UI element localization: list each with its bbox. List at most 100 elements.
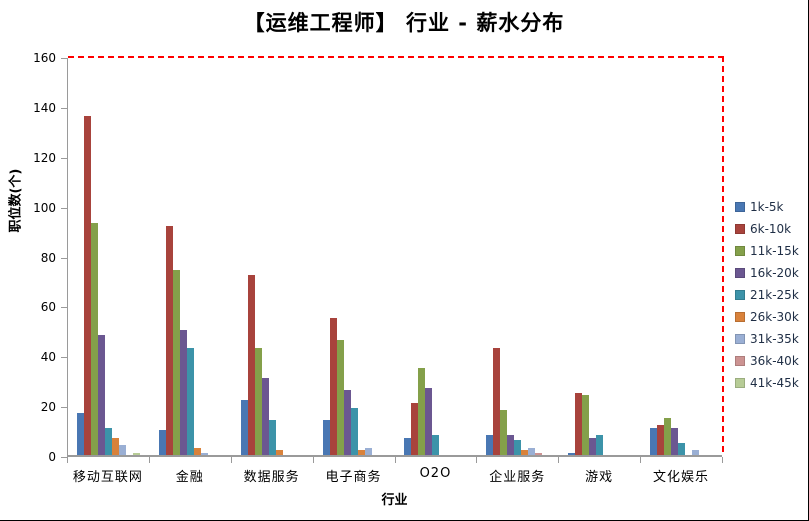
bar bbox=[166, 225, 174, 455]
x-axis-tick bbox=[476, 457, 478, 463]
y-axis-tick-label: 80 bbox=[40, 250, 56, 265]
legend-item: 26k-30k bbox=[735, 306, 799, 328]
legend-label: 41k-45k bbox=[750, 376, 799, 390]
legend-label: 26k-30k bbox=[750, 310, 799, 324]
bar bbox=[194, 447, 202, 455]
bar bbox=[656, 425, 664, 455]
legend-item: 36k-40k bbox=[735, 350, 799, 372]
bar bbox=[357, 450, 365, 455]
bar-group bbox=[477, 58, 559, 455]
bar bbox=[133, 452, 141, 455]
bar bbox=[581, 395, 589, 455]
x-axis-label: 数据服务 bbox=[243, 470, 300, 485]
bar-group bbox=[150, 58, 232, 455]
legend-swatch bbox=[735, 246, 745, 256]
bar bbox=[567, 452, 575, 455]
legend-swatch bbox=[735, 378, 745, 388]
legend-swatch bbox=[735, 268, 745, 278]
plot-area bbox=[67, 56, 724, 457]
y-axis-tick bbox=[61, 107, 67, 109]
x-axis-tick bbox=[722, 457, 723, 463]
y-axis-tick bbox=[61, 58, 67, 59]
y-axis-tick-label: 60 bbox=[40, 300, 56, 315]
bar bbox=[574, 392, 582, 455]
legend-label: 6k-10k bbox=[750, 222, 792, 236]
bar bbox=[112, 437, 120, 455]
y-axis-tick bbox=[61, 257, 67, 259]
bar-group bbox=[559, 58, 641, 455]
legend-item: 21k-25k bbox=[735, 284, 799, 306]
legend: 1k-5k 6k-10k 11k-15k 16k-20k 21k-25k 26k-30k 3… bbox=[735, 196, 799, 394]
bar bbox=[187, 347, 195, 455]
legend-swatch bbox=[735, 356, 745, 366]
legend-label: 16k-20k bbox=[750, 266, 799, 280]
bar-group bbox=[68, 58, 150, 455]
x-axis-tick bbox=[394, 457, 396, 463]
x-axis-label: 金融 bbox=[175, 470, 204, 485]
y-axis-tick-label: 40 bbox=[40, 350, 56, 365]
bar bbox=[98, 335, 106, 455]
legend-swatch bbox=[735, 312, 745, 322]
bar bbox=[521, 450, 529, 455]
bar bbox=[77, 412, 85, 455]
bar bbox=[514, 440, 522, 455]
legend-label: 21k-25k bbox=[750, 288, 799, 302]
bar-groups-container bbox=[68, 58, 722, 455]
bar bbox=[535, 452, 543, 455]
bar bbox=[595, 435, 603, 455]
x-axis-label: O2O bbox=[419, 466, 452, 481]
bar bbox=[254, 347, 262, 455]
plot-top-dashed-border bbox=[68, 56, 722, 58]
bar bbox=[180, 330, 188, 455]
bar bbox=[322, 420, 330, 455]
x-axis-label: 文化娱乐 bbox=[653, 470, 710, 485]
legend-item: 41k-45k bbox=[735, 372, 799, 394]
bar bbox=[268, 420, 276, 455]
legend-item: 31k-35k bbox=[735, 328, 799, 350]
bar bbox=[588, 437, 596, 455]
x-axis-tick bbox=[558, 457, 560, 463]
bar bbox=[343, 390, 351, 455]
y-axis-tick-label: 120 bbox=[33, 150, 56, 165]
legend-item: 16k-20k bbox=[735, 262, 799, 284]
bar bbox=[486, 435, 494, 455]
bar bbox=[105, 427, 113, 455]
y-axis-tick-label: 0 bbox=[48, 450, 56, 464]
legend-label: 11k-15k bbox=[750, 244, 799, 258]
legend-item: 11k-15k bbox=[735, 240, 799, 262]
bar bbox=[261, 377, 269, 455]
x-axis-label: 电子商务 bbox=[325, 470, 382, 485]
y-axis-tick bbox=[61, 357, 67, 359]
legend-label: 31k-35k bbox=[750, 332, 799, 346]
bar-group bbox=[313, 58, 395, 455]
bar bbox=[411, 402, 419, 455]
bar bbox=[240, 400, 248, 455]
legend-swatch bbox=[735, 202, 745, 212]
bar bbox=[432, 435, 440, 455]
bar-group bbox=[640, 58, 722, 455]
y-axis-tick-label: 140 bbox=[33, 100, 56, 115]
bar bbox=[507, 435, 515, 455]
bar-group bbox=[395, 58, 477, 455]
x-axis-label: 移动互联网 bbox=[72, 470, 143, 485]
bar bbox=[677, 442, 685, 455]
y-axis-tick-label: 160 bbox=[33, 51, 56, 65]
plot-right-dashed-border bbox=[722, 56, 724, 455]
legend-swatch bbox=[735, 334, 745, 344]
x-axis-tick bbox=[148, 457, 150, 463]
y-axis-tick bbox=[61, 157, 67, 159]
x-axis-label: 游戏 bbox=[585, 470, 614, 485]
y-axis-tick bbox=[61, 207, 67, 209]
bar bbox=[350, 407, 358, 455]
bar bbox=[691, 450, 699, 455]
y-axis-tick-label: 20 bbox=[40, 400, 56, 415]
x-axis-title: 行业 bbox=[381, 493, 408, 508]
y-axis-tick bbox=[61, 457, 67, 458]
bar bbox=[275, 450, 283, 455]
bar bbox=[663, 417, 671, 455]
x-axis-tick bbox=[230, 457, 232, 463]
bar bbox=[336, 340, 344, 455]
x-axis-label: 企业服务 bbox=[489, 470, 546, 485]
bar bbox=[404, 437, 412, 455]
bar bbox=[500, 410, 508, 455]
